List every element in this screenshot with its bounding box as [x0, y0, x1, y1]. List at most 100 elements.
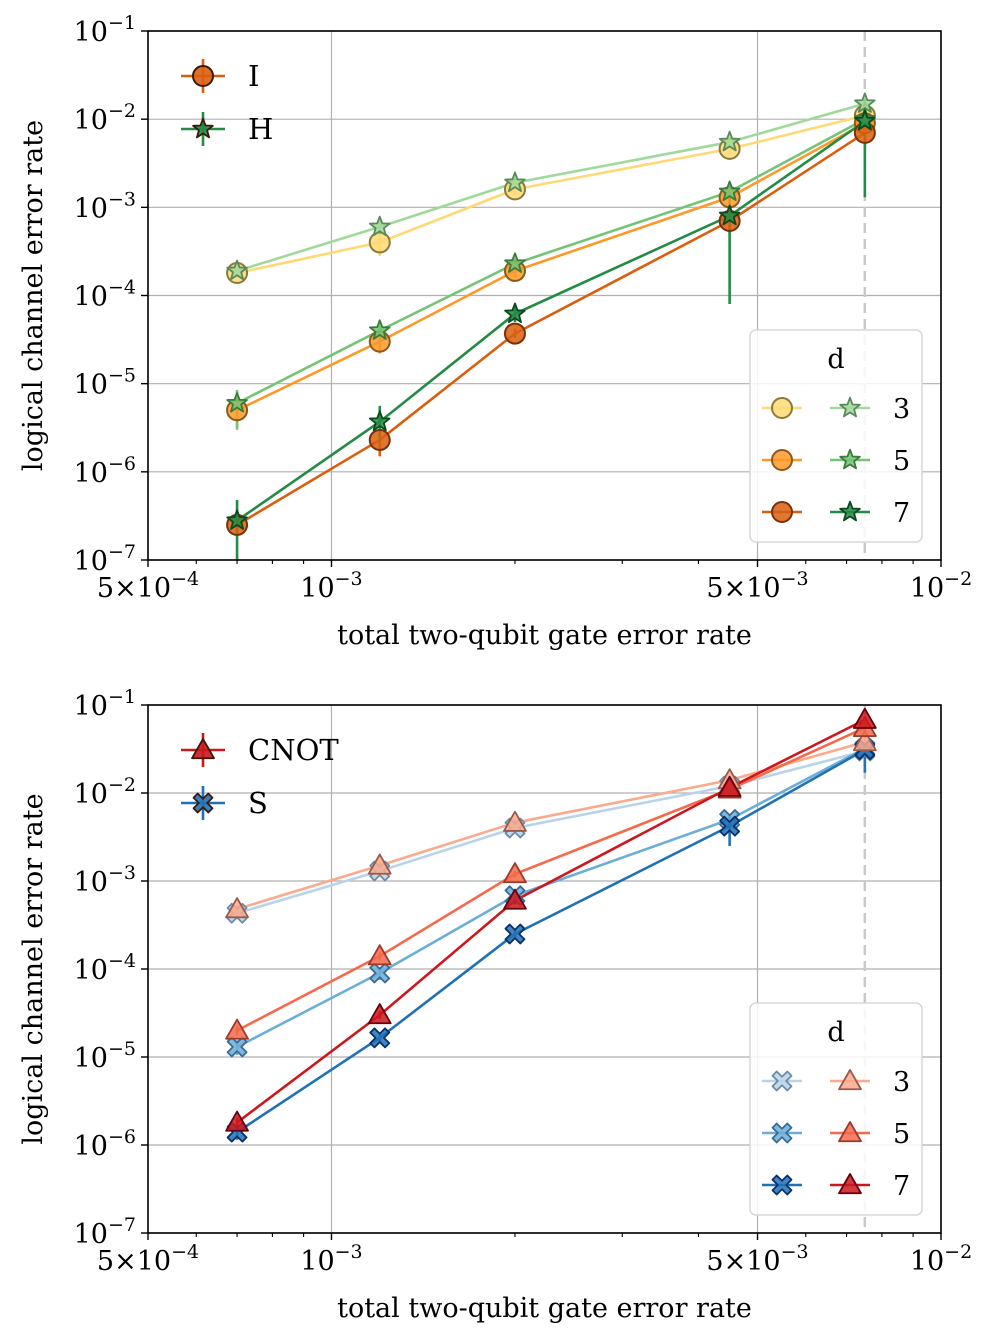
d-legend-marker [838, 1121, 862, 1143]
x-tick-label-exp: −3 [335, 1241, 363, 1263]
d-legend-box [749, 329, 923, 543]
data-point-CNOT-d3 [367, 853, 392, 875]
x-tick-label-base: 10 [300, 1246, 334, 1277]
x-tick-label-exp: −3 [781, 568, 809, 590]
y-tick-label: 10−2 [74, 100, 136, 136]
d-legend-label: 5 [893, 446, 910, 477]
y-tick-label-base: 10 [74, 1043, 108, 1074]
d-legend-marker [771, 397, 793, 419]
legend-marker-CNOT [191, 738, 215, 760]
x-tick-label: 10−3 [300, 568, 362, 604]
y-tick-label-base: 10 [74, 955, 108, 986]
y-tick-label-base: 10 [74, 1131, 108, 1162]
data-point-CNOT-d7 [717, 775, 742, 797]
x-tick-label-base: 5×10 [706, 1246, 780, 1277]
y-tick-label: 10−4 [74, 950, 136, 986]
x-tick-label: 10−2 [910, 568, 972, 604]
y-tick-label-exp: −7 [108, 1214, 136, 1236]
bottom-panel-chart: 10−710−610−510−410−310−210−15×10−4 10−3 5×… [18, 686, 972, 1324]
data-point-CNOT-d5 [225, 1018, 249, 1040]
data-point-CNOT-d5 [503, 862, 527, 884]
data-point-CNOT-d7 [225, 1110, 249, 1132]
data-point-S-d7 [719, 815, 741, 837]
x-tick-label: 5×10−3 [706, 568, 808, 604]
d-legend-marker [771, 501, 793, 523]
y-tick-label-base: 10 [74, 193, 108, 224]
y-tick-label-base: 10 [74, 1219, 108, 1250]
y-tick-label-base: 10 [74, 282, 108, 313]
y-tick-label-exp: −3 [108, 862, 136, 884]
legend-marker-I [192, 65, 214, 87]
x-tick-label: 5×10−4 [97, 568, 199, 604]
y-tick-label: 10−3 [74, 862, 136, 898]
y-tick-label-base: 10 [74, 691, 108, 722]
y-tick-label: 10−7 [74, 541, 136, 577]
y-tick-label-exp: −6 [108, 1126, 136, 1148]
y-tick-label: 10−3 [74, 188, 136, 224]
d-legend-marker [838, 1173, 862, 1195]
data-point-CNOT-d7 [852, 707, 877, 729]
legend-marker-H [192, 117, 214, 139]
x-tick-label-exp: −2 [944, 1241, 972, 1263]
y-tick-label-exp: −5 [108, 365, 136, 387]
data-point-CNOT-d7 [503, 888, 527, 910]
x-tick-label-exp: −2 [944, 568, 972, 590]
data-point-H-d7 [368, 410, 391, 432]
data-point-H-d5 [718, 180, 741, 202]
y-tick-label-exp: −2 [108, 774, 136, 796]
y-tick-label: 10−4 [74, 277, 136, 313]
y-tick-label: 10−2 [74, 774, 136, 810]
x-tick-label-base: 5×10 [706, 573, 780, 604]
x-tick-label-exp: −3 [335, 568, 363, 590]
data-point-CNOT-d7 [367, 1003, 392, 1025]
data-point-CNOT-d5 [367, 944, 392, 966]
d-legend-marker [771, 449, 793, 471]
d-legend-title: d [827, 1017, 844, 1048]
data-point-CNOT-d3 [852, 730, 877, 752]
y-tick-label-base: 10 [74, 458, 108, 489]
data-point-H-d3 [504, 171, 526, 193]
data-point-S-d7 [504, 923, 526, 945]
data-point-H-d7 [854, 109, 876, 131]
d-legend-label: 5 [893, 1119, 910, 1150]
d-legend-marker [771, 1174, 793, 1196]
y-tick-label-base: 10 [74, 370, 108, 401]
y-tick-label-exp: −4 [108, 277, 136, 299]
x-tick-label-exp: −3 [781, 1241, 809, 1263]
x-tick-label: 10−2 [910, 1241, 972, 1277]
y-tick-label-exp: −3 [108, 188, 136, 210]
data-point-H-d7 [226, 509, 248, 530]
legend-label-H: H [248, 112, 273, 146]
d-legend-marker [839, 500, 861, 522]
legend-marker-S [192, 792, 214, 814]
y-tick-label: 10−1 [74, 12, 136, 48]
data-point-S-d7 [369, 1027, 391, 1049]
data-point-I-d3 [368, 231, 391, 254]
d-legend-label: 3 [893, 1067, 910, 1098]
y-tick-label-base: 10 [74, 779, 108, 810]
d-legend: d 3 5 7 [749, 1002, 923, 1216]
d-legend-marker [838, 1069, 862, 1091]
d-legend-label: 7 [893, 1171, 910, 1202]
x-axis-label: total two-qubit gate error rate [337, 620, 752, 651]
y-tick-label-exp: −7 [108, 541, 136, 563]
data-point-H-d3 [368, 215, 391, 237]
d-legend-marker [771, 1122, 793, 1144]
data-point-H-d7 [718, 204, 741, 226]
y-tick-label: 10−1 [74, 686, 136, 722]
y-tick-label-exp: −5 [108, 1038, 136, 1060]
series-group [225, 707, 877, 1143]
x-tick-label-base: 5×10 [97, 573, 171, 604]
y-tick-label-exp: −1 [108, 12, 136, 34]
y-tick-label-base: 10 [74, 867, 108, 898]
y-tick-label-exp: −4 [108, 950, 136, 972]
series-group [226, 92, 876, 560]
data-point-CNOT-d3 [503, 810, 527, 832]
d-legend-box [749, 1002, 923, 1216]
data-point-H-d5 [504, 252, 526, 273]
x-tick-label-exp: −4 [171, 1241, 199, 1263]
y-tick-label: 10−7 [74, 1214, 136, 1250]
data-point-I-d7 [503, 322, 526, 345]
y-tick-label-exp: −2 [108, 100, 136, 122]
data-point-H-d7 [504, 302, 526, 324]
